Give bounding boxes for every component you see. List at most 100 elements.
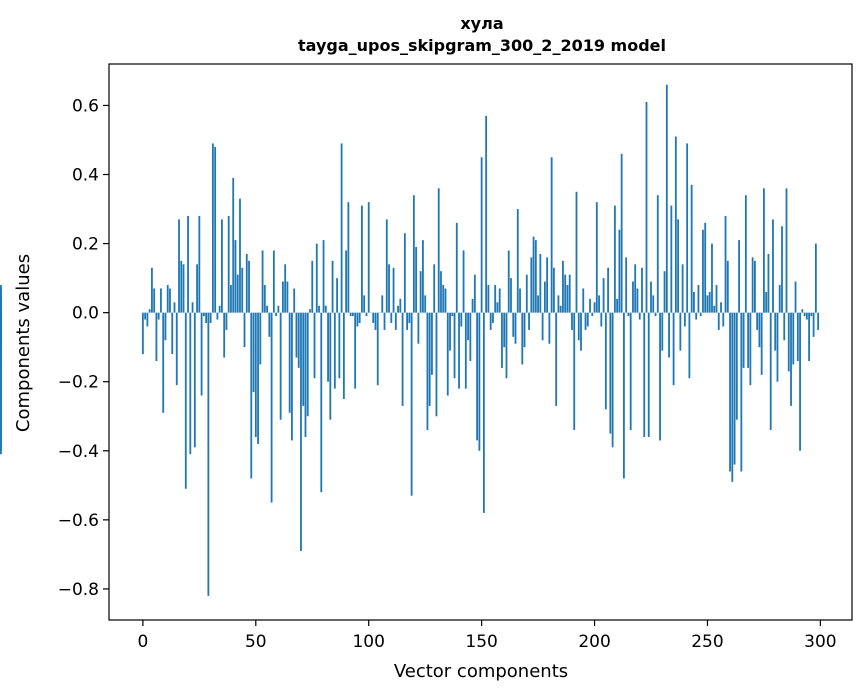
bar	[248, 260, 250, 313]
bar	[417, 312, 420, 344]
bar	[198, 215, 201, 313]
bar	[227, 215, 230, 313]
bar	[216, 312, 219, 320]
bar	[713, 305, 716, 313]
bar	[817, 312, 820, 330]
bar	[144, 312, 147, 320]
bar	[455, 222, 458, 313]
bar	[243, 312, 246, 348]
bar	[180, 260, 183, 313]
bar	[327, 312, 329, 382]
bar	[225, 312, 228, 330]
bar	[652, 295, 655, 313]
bar	[354, 312, 357, 389]
bar	[494, 285, 497, 313]
bar	[650, 281, 652, 313]
bar	[270, 312, 273, 503]
bar	[480, 157, 483, 313]
bar	[345, 250, 348, 313]
bars-group	[0, 84, 820, 596]
bar	[814, 243, 817, 313]
bar	[184, 312, 187, 489]
bar	[268, 312, 271, 337]
bar	[679, 312, 682, 351]
bar	[302, 312, 305, 406]
bar	[498, 288, 501, 313]
bar	[444, 288, 447, 313]
bar	[320, 312, 323, 493]
bar	[659, 312, 661, 441]
bar	[412, 195, 415, 313]
bar	[792, 312, 795, 365]
bar	[503, 312, 506, 348]
bar	[401, 312, 404, 406]
bar	[440, 271, 442, 313]
bar	[604, 312, 607, 410]
bar	[428, 312, 431, 406]
bar	[476, 312, 479, 441]
bar	[760, 312, 763, 375]
bar	[550, 157, 553, 313]
bar	[668, 312, 670, 358]
bar	[672, 312, 675, 386]
bar	[501, 312, 503, 368]
bar	[162, 312, 165, 413]
bar	[309, 309, 311, 313]
bar	[699, 312, 702, 317]
bar	[688, 312, 691, 379]
bar	[580, 312, 582, 351]
bar	[173, 302, 176, 313]
bar	[711, 243, 713, 313]
bar	[751, 257, 754, 313]
bar	[492, 312, 494, 324]
bar	[726, 260, 729, 313]
bar	[654, 312, 657, 317]
bar	[0, 302, 2, 313]
bar	[297, 312, 300, 368]
bar	[460, 312, 463, 327]
bar	[767, 253, 770, 313]
bar	[191, 302, 194, 313]
bar	[300, 312, 302, 551]
bar	[211, 143, 214, 313]
bar	[620, 153, 623, 313]
bar	[796, 312, 799, 361]
y-axis-label: Components values	[13, 254, 34, 432]
bar	[388, 264, 390, 313]
y-tick-label: −0.4	[58, 442, 99, 462]
bar	[311, 260, 314, 313]
bar	[557, 295, 560, 313]
bar	[778, 285, 781, 313]
bar	[720, 302, 722, 313]
x-tick-label: 0	[137, 632, 148, 652]
bar	[469, 312, 472, 361]
bar	[200, 312, 203, 396]
bar	[230, 285, 232, 313]
bar	[473, 274, 476, 313]
bar	[286, 281, 289, 313]
y-axis-ticks: −0.8 −0.6 −0.4 −0.2 0.0 0.2 0.4 0.6	[58, 96, 109, 600]
x-axis-ticks: 0 50 100 150 200 250 300	[137, 620, 837, 652]
chart-title: хула	[460, 14, 503, 33]
bar	[810, 312, 813, 317]
bar	[747, 312, 750, 368]
bar	[252, 312, 255, 393]
bar	[193, 312, 196, 448]
bar	[406, 312, 409, 330]
bar	[485, 115, 488, 313]
bar	[787, 312, 790, 372]
bar	[218, 305, 221, 313]
bar	[234, 240, 237, 313]
bar	[254, 312, 257, 437]
bar	[507, 250, 510, 313]
bar	[322, 240, 325, 313]
bar	[141, 312, 144, 355]
bar	[765, 291, 768, 313]
bar	[704, 222, 707, 313]
bar	[277, 305, 280, 313]
bar	[239, 198, 241, 313]
y-tick-label: −0.8	[58, 580, 99, 600]
bar	[717, 312, 720, 330]
x-tick-label: 50	[245, 632, 267, 652]
